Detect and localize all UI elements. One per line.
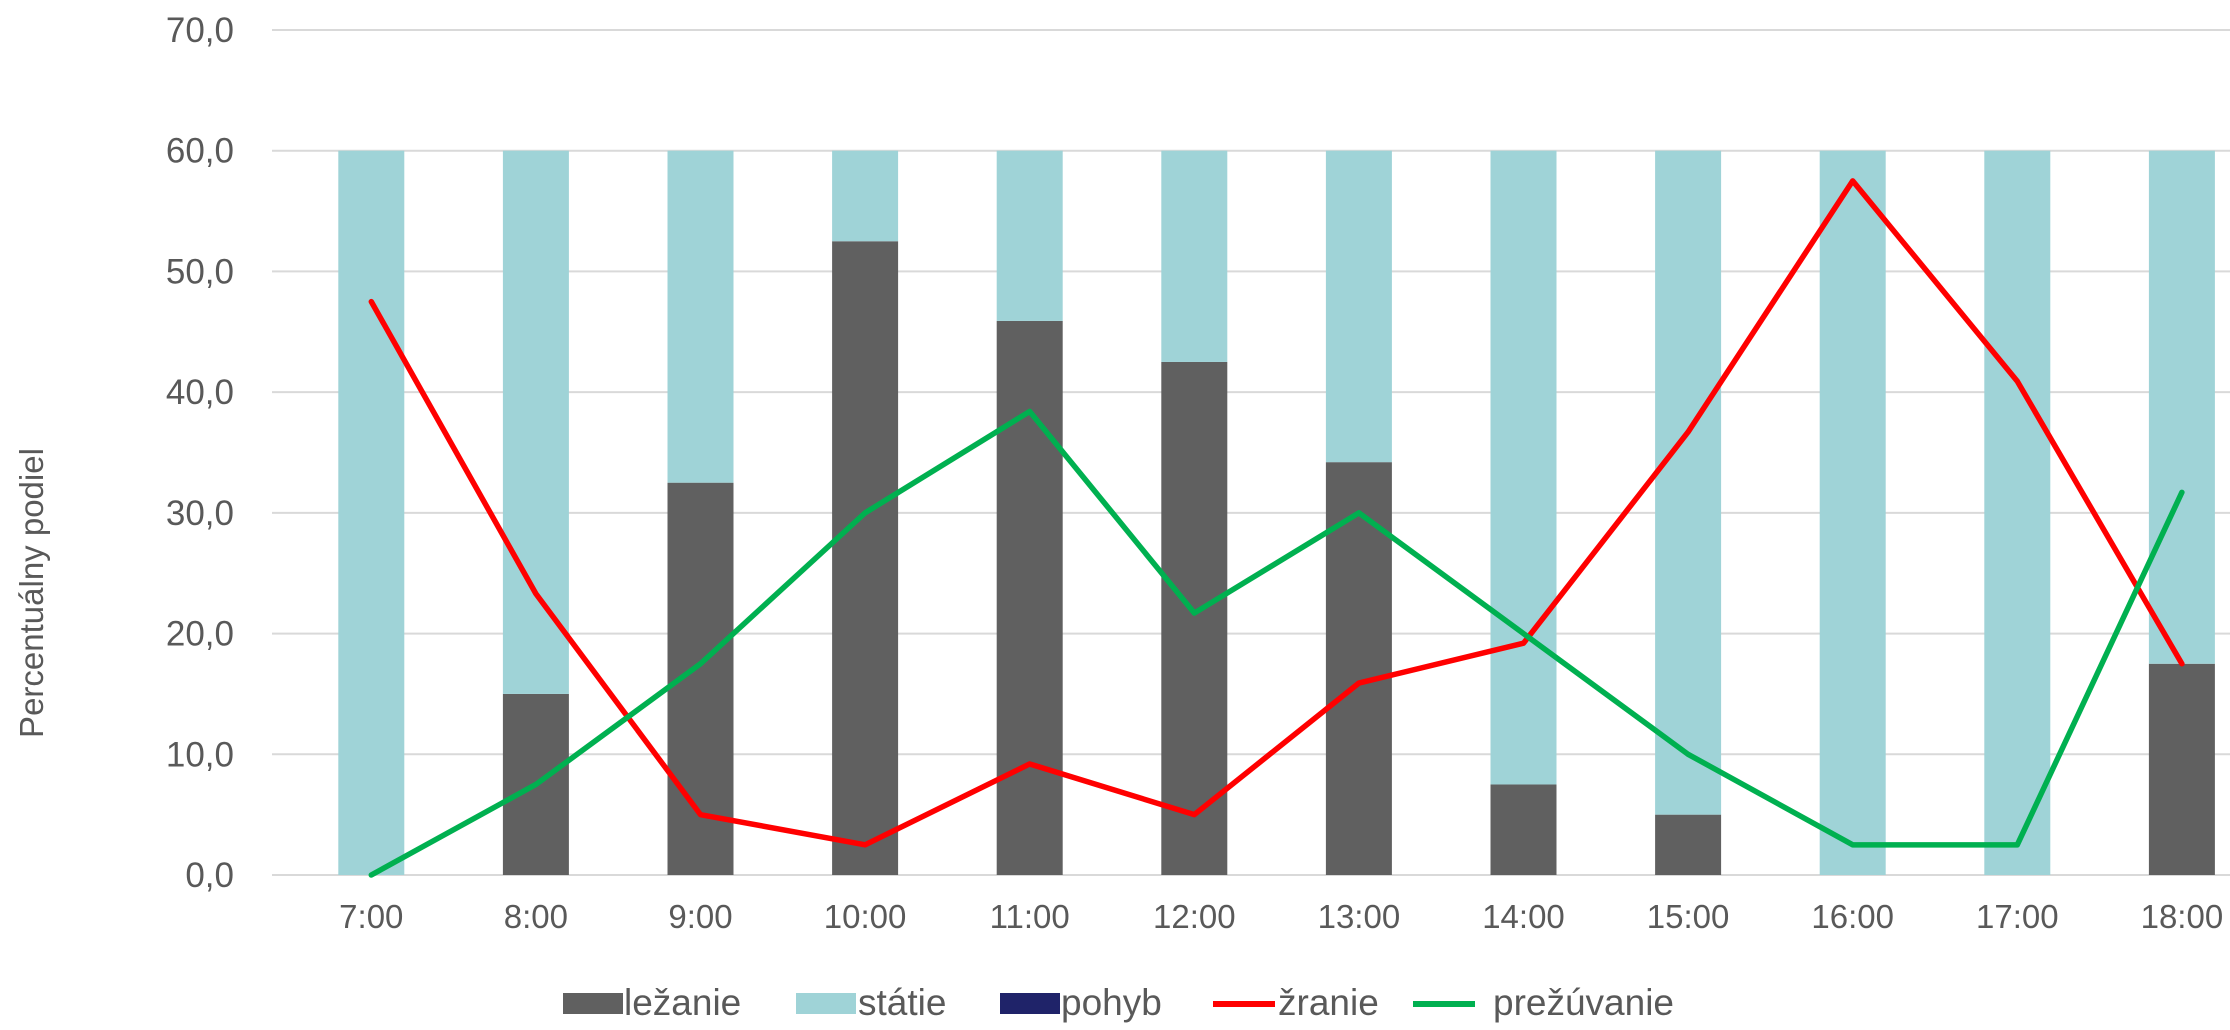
- legend-swatch: [1000, 993, 1060, 1014]
- y-tick-label: 10,0: [166, 735, 234, 774]
- y-axis: 0,0 10,0 20,0 30,0 40,0 50,0 60,0 70,0: [166, 11, 234, 895]
- legend-label: státie: [858, 982, 946, 1023]
- y-tick-label: 70,0: [166, 11, 234, 50]
- bar-ležanie-18:00: [2148, 663, 2215, 875]
- bar-státie-14:00: [1490, 150, 1557, 785]
- legend-item: pohyb: [1000, 982, 1162, 1023]
- x-tick-label: 15:00: [1647, 898, 1730, 935]
- bar-ležanie-14:00: [1490, 784, 1557, 875]
- bar-státie-17:00: [1984, 150, 2051, 875]
- legend: ležanie státie pohyb žranie prežúvanie: [563, 982, 1674, 1023]
- legend-label: ležanie: [624, 982, 741, 1023]
- y-tick-label: 40,0: [166, 373, 234, 412]
- line-series: [368, 178, 2185, 878]
- bar-ležanie-10:00: [832, 241, 899, 875]
- x-tick-label: 10:00: [824, 898, 907, 935]
- x-tick-label: 13:00: [1318, 898, 1401, 935]
- bar-státie-10:00: [832, 150, 899, 242]
- bar-státie-13:00: [1325, 150, 1392, 463]
- legend-item: prežúvanie: [1413, 982, 1674, 1023]
- x-tick-label: 17:00: [1976, 898, 2059, 935]
- legend-label: pohyb: [1061, 982, 1162, 1023]
- y-tick-label: 60,0: [166, 132, 234, 171]
- bar-státie-11:00: [996, 150, 1063, 321]
- y-tick-label: 30,0: [166, 494, 234, 533]
- bar-ležanie-12:00: [1161, 361, 1228, 875]
- bar-státie-16:00: [1819, 150, 1886, 875]
- grid-lines: [272, 29, 2230, 876]
- x-tick-label: 9:00: [668, 898, 732, 935]
- x-tick-label: 16:00: [1811, 898, 1894, 935]
- y-tick-label: 50,0: [166, 252, 234, 291]
- x-tick-label: 7:00: [339, 898, 403, 935]
- x-tick-label: 11:00: [990, 898, 1070, 935]
- y-axis-title: Percentuálny podiel: [13, 448, 50, 738]
- legend-item: státie: [796, 982, 946, 1023]
- x-tick-label: 18:00: [2141, 898, 2224, 935]
- x-tick-label: 12:00: [1153, 898, 1236, 935]
- legend-item: ležanie: [563, 982, 741, 1023]
- bar-státie-15:00: [1655, 150, 1722, 815]
- x-axis: 7:00 8:00 9:00 10:00 11:00 12:00 13:00 14:00 15:…: [339, 898, 2223, 935]
- legend-label: žranie: [1278, 982, 1379, 1023]
- y-tick-label: 0,0: [185, 856, 234, 895]
- bar-státie-8:00: [502, 150, 569, 694]
- y-tick-label: 20,0: [166, 615, 234, 654]
- legend-label: prežúvanie: [1493, 982, 1674, 1023]
- legend-item: žranie: [1213, 982, 1379, 1023]
- bar-státie-18:00: [2148, 150, 2215, 664]
- bar-státie-12:00: [1161, 150, 1228, 362]
- bar-ležanie-11:00: [996, 320, 1063, 876]
- bar-státie-7:00: [338, 150, 405, 875]
- bar-ležanie-15:00: [1655, 814, 1722, 875]
- x-tick-label: 8:00: [504, 898, 568, 935]
- line-prežúvanie: [368, 408, 2185, 878]
- bar-státie-9:00: [667, 150, 734, 483]
- x-tick-label: 14:00: [1482, 898, 1565, 935]
- legend-swatch: [563, 993, 623, 1014]
- legend-swatch: [796, 993, 856, 1014]
- line-žranie: [368, 178, 2185, 848]
